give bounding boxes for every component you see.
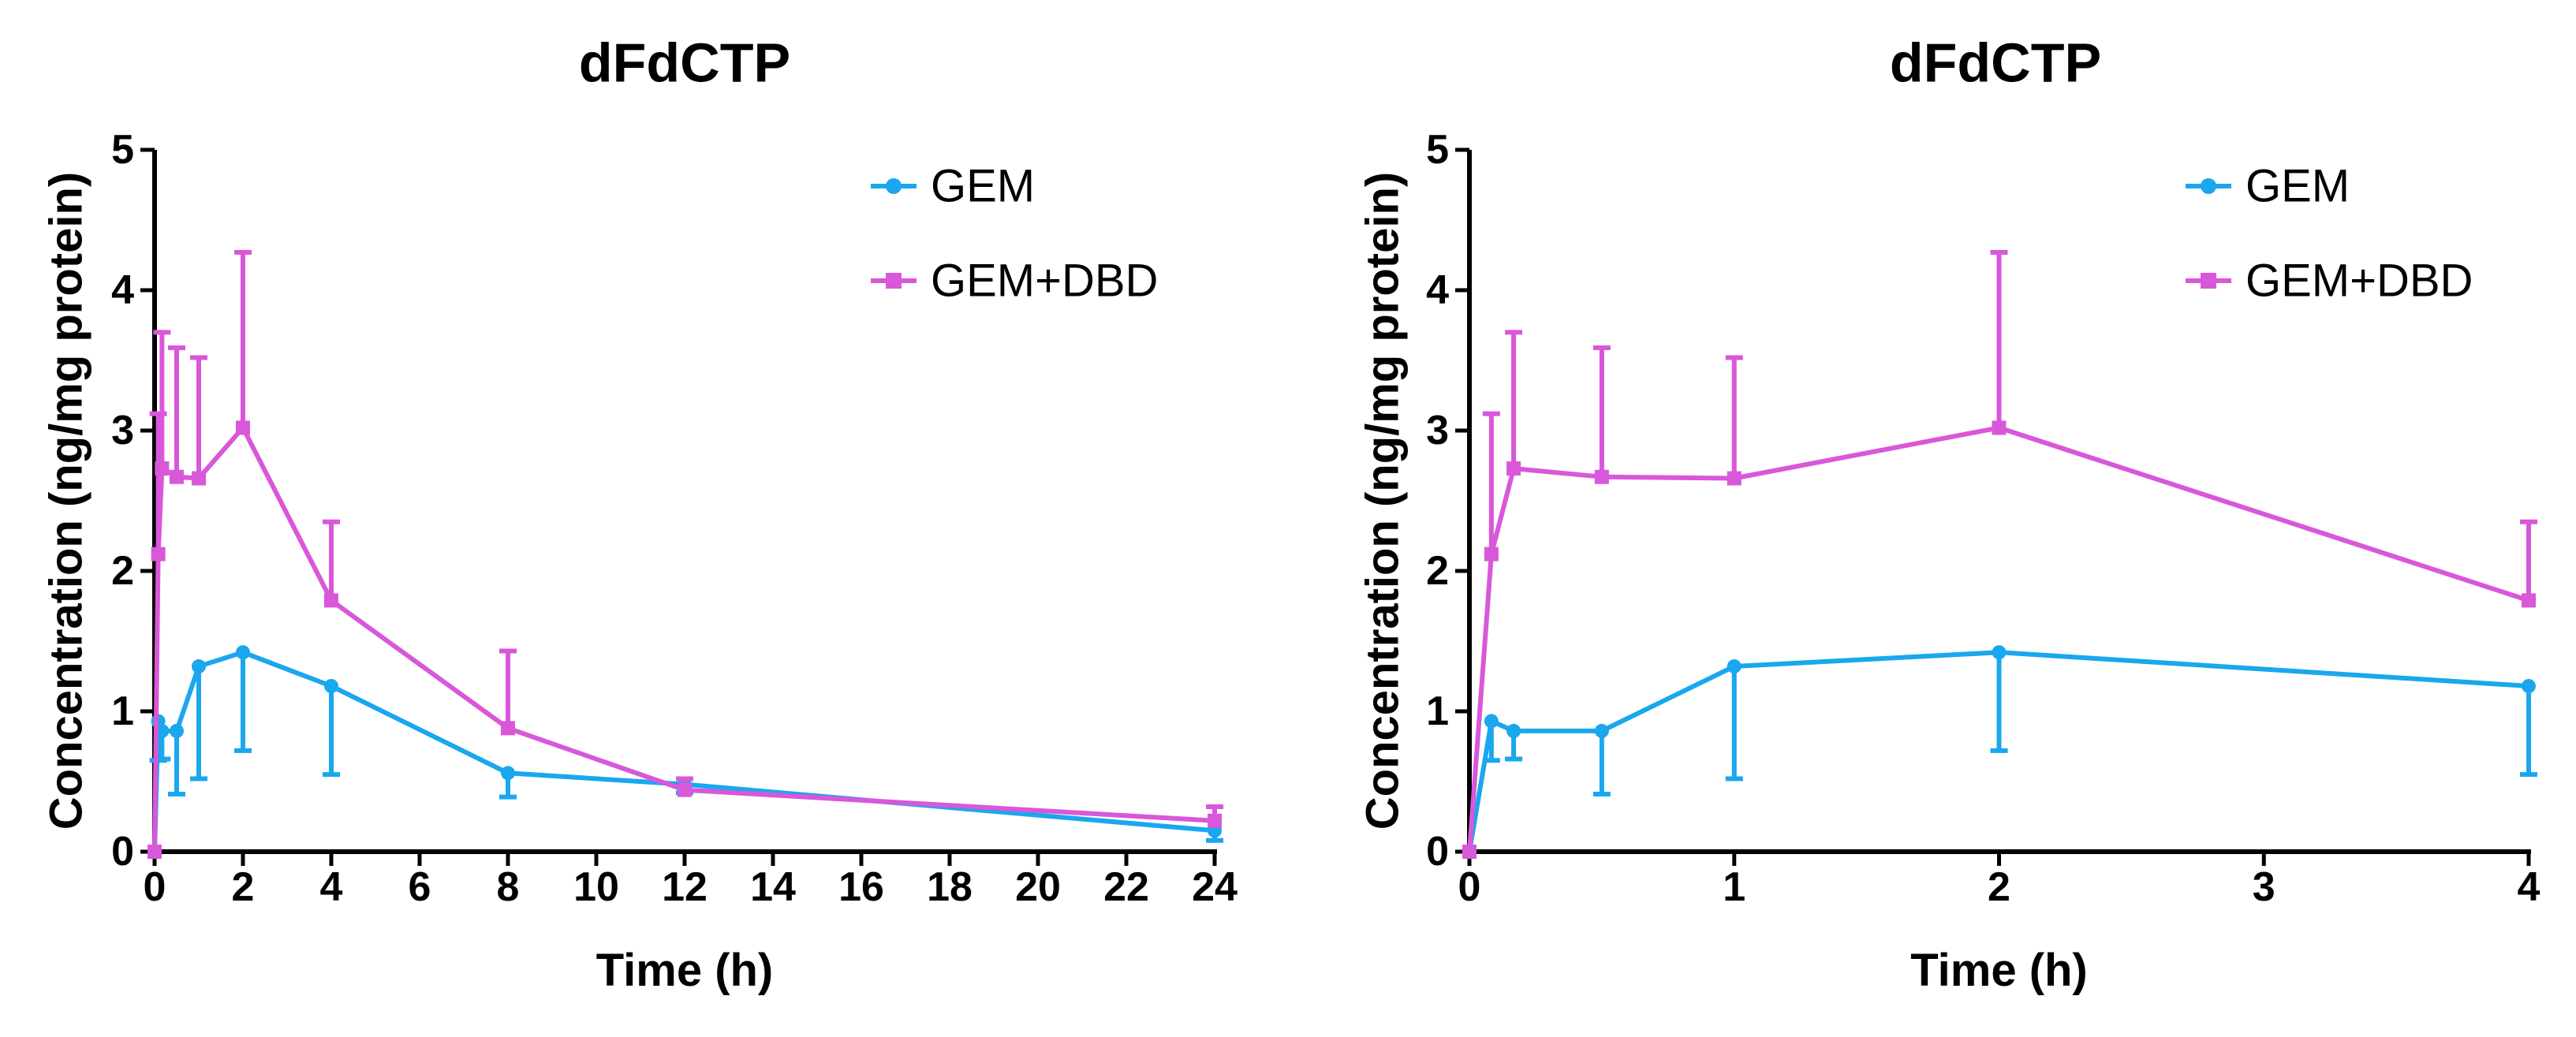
legend-label: GEM+DBD bbox=[931, 256, 1158, 307]
y-tick-label: 2 bbox=[111, 548, 134, 594]
data-point bbox=[1992, 420, 2007, 435]
x-tick-label: 16 bbox=[838, 864, 884, 910]
x-tick-label: 18 bbox=[927, 864, 973, 910]
y-tick-label: 4 bbox=[111, 267, 134, 313]
y-tick-label: 4 bbox=[1426, 267, 1449, 313]
x-tick-label: 4 bbox=[2518, 864, 2541, 910]
data-point bbox=[147, 845, 162, 859]
legend-item: GEM+DBD bbox=[2186, 256, 2473, 307]
data-point bbox=[2522, 593, 2536, 608]
data-point bbox=[1506, 723, 1521, 738]
data-point bbox=[1484, 546, 1499, 561]
legend-item: GEM+DBD bbox=[871, 256, 1158, 307]
legend-label: GEM bbox=[931, 161, 1035, 212]
series-line bbox=[152, 425, 1215, 852]
y-tick-label: 0 bbox=[1426, 829, 1449, 875]
data-point bbox=[1484, 714, 1499, 729]
legend-swatch-marker bbox=[886, 273, 902, 289]
data-point bbox=[1506, 461, 1521, 476]
x-tick-label: 4 bbox=[320, 864, 343, 910]
legend-label: GEM bbox=[2246, 161, 2350, 212]
data-point bbox=[155, 461, 170, 476]
y-tick-label: 3 bbox=[111, 408, 134, 453]
series-gem bbox=[1462, 645, 2537, 859]
chart-title: dFdCTP bbox=[1890, 32, 2101, 93]
y-tick-label: 5 bbox=[111, 127, 134, 173]
x-tick-label: 24 bbox=[1192, 864, 1238, 910]
x-tick-label: 12 bbox=[662, 864, 707, 910]
data-point bbox=[2522, 678, 2536, 693]
x-axis-label: Time (h) bbox=[1910, 945, 2088, 996]
legend-swatch-marker bbox=[886, 178, 902, 194]
x-tick-label: 10 bbox=[573, 864, 619, 910]
x-tick-label: 8 bbox=[497, 864, 520, 910]
data-point bbox=[501, 721, 515, 736]
data-point bbox=[236, 420, 250, 435]
data-point bbox=[170, 469, 184, 484]
y-tick-label: 1 bbox=[1426, 688, 1449, 734]
x-tick-label: 0 bbox=[1458, 864, 1481, 910]
y-tick-label: 0 bbox=[111, 829, 134, 875]
series-gem-dbd bbox=[1462, 249, 2537, 859]
data-point bbox=[501, 766, 515, 781]
series-gem-dbd bbox=[147, 249, 1223, 859]
x-tick-label: 14 bbox=[750, 864, 796, 910]
x-tick-label: 2 bbox=[1988, 864, 2010, 910]
y-axis-label: Concentration (ng/mg protein) bbox=[40, 172, 91, 830]
chart-panel-2: dFdCTP 0 1 2 3 4 5 0 1 2 3 4 Time (h) Concentration (… bbox=[1357, 32, 2540, 996]
legend-item: GEM bbox=[871, 161, 1035, 212]
data-point bbox=[192, 471, 206, 486]
data-point bbox=[324, 678, 338, 693]
x-tick-label: 3 bbox=[2253, 864, 2275, 910]
x-tick-label: 22 bbox=[1103, 864, 1149, 910]
legend-label: GEM+DBD bbox=[2246, 256, 2473, 307]
data-point bbox=[1727, 659, 1742, 674]
series-line bbox=[1467, 425, 2529, 852]
data-point bbox=[192, 659, 206, 674]
y-tick-label: 1 bbox=[111, 688, 134, 734]
data-point bbox=[151, 546, 166, 561]
x-tick-label: 0 bbox=[144, 864, 166, 910]
x-axis-label: Time (h) bbox=[596, 945, 774, 996]
data-point bbox=[170, 723, 184, 738]
x-tick-label: 1 bbox=[1723, 864, 1745, 910]
series-line bbox=[152, 650, 1215, 852]
data-point bbox=[1594, 723, 1609, 738]
data-point bbox=[1727, 471, 1742, 486]
y-tick-label: 2 bbox=[1426, 548, 1449, 594]
data-point bbox=[1992, 645, 2007, 660]
legend-swatch-marker bbox=[2201, 178, 2216, 194]
data-point bbox=[1462, 845, 1477, 859]
y-tick-label: 3 bbox=[1426, 408, 1449, 453]
data-point bbox=[1594, 469, 1609, 484]
x-tick-label: 20 bbox=[1015, 864, 1061, 910]
chart-title: dFdCTP bbox=[579, 32, 790, 93]
x-tick-label: 6 bbox=[409, 864, 431, 910]
x-tick-label: 2 bbox=[232, 864, 255, 910]
legend-swatch-marker bbox=[2201, 273, 2216, 289]
data-point bbox=[1208, 813, 1222, 828]
data-point bbox=[324, 593, 338, 608]
y-tick-label: 5 bbox=[1426, 127, 1449, 173]
y-axis-label: Concentration (ng/mg protein) bbox=[1357, 172, 1408, 830]
data-point bbox=[678, 782, 692, 797]
legend-item: GEM bbox=[2186, 161, 2350, 212]
series-gem bbox=[147, 645, 1223, 859]
data-point bbox=[236, 645, 250, 660]
